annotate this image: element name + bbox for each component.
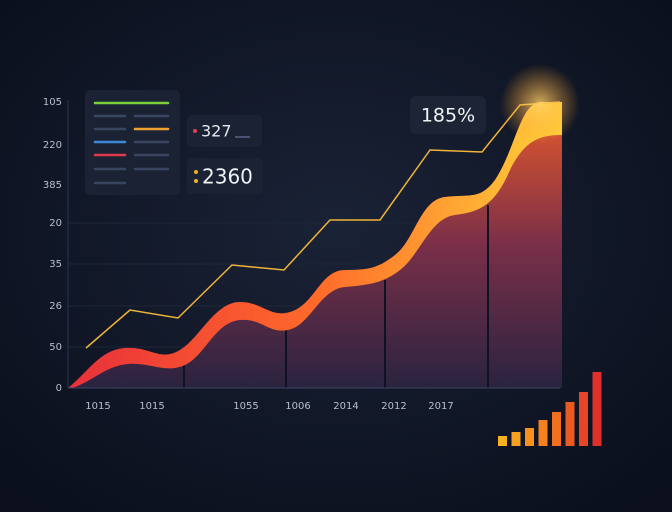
x-tick-label: 2017: [428, 401, 453, 412]
mini-bar: [552, 412, 561, 446]
y-tick-label: 50: [49, 342, 62, 353]
card-dot: [194, 179, 198, 183]
x-tick-label: 2012: [381, 401, 406, 412]
mini-bar: [579, 392, 588, 446]
glow: [500, 64, 580, 144]
x-tick-label: 2014: [333, 401, 358, 412]
trend-line: [85, 101, 561, 349]
highlight-band: [68, 102, 562, 388]
card-dot: [193, 129, 197, 133]
mini-bar: [538, 420, 548, 446]
y-tick-label: 0: [56, 383, 62, 394]
y-tick-label: 26: [49, 301, 62, 312]
card: [187, 158, 263, 194]
card-value: 2360: [202, 165, 253, 189]
y-tick-label: 105: [43, 97, 62, 108]
x-tick-label: 1055: [233, 401, 258, 412]
mini-bar: [511, 432, 521, 446]
y-tick-label: 35: [49, 259, 62, 270]
mini-bar: [565, 402, 575, 446]
y-tick-label: 385: [43, 180, 62, 191]
mini-bar: [525, 428, 534, 446]
card-dot: [194, 170, 198, 174]
mini-bar: [498, 436, 507, 446]
x-tick-label: 1006: [285, 401, 310, 412]
card: [187, 115, 262, 147]
badge: [410, 96, 486, 134]
area-dividers: [183, 205, 489, 388]
area: [68, 102, 562, 388]
y-tick-label: 220: [43, 140, 62, 151]
card-value: 327: [201, 122, 232, 141]
legend-lines: [93, 101, 170, 185]
mini-bar: [592, 372, 602, 446]
badge-text: 185%: [421, 105, 475, 127]
mini-bar-chart: [498, 372, 602, 446]
x-tick-label: 1015: [139, 401, 164, 412]
x-tick-label: 1015: [85, 401, 110, 412]
y-tick-label: 20: [49, 218, 62, 229]
